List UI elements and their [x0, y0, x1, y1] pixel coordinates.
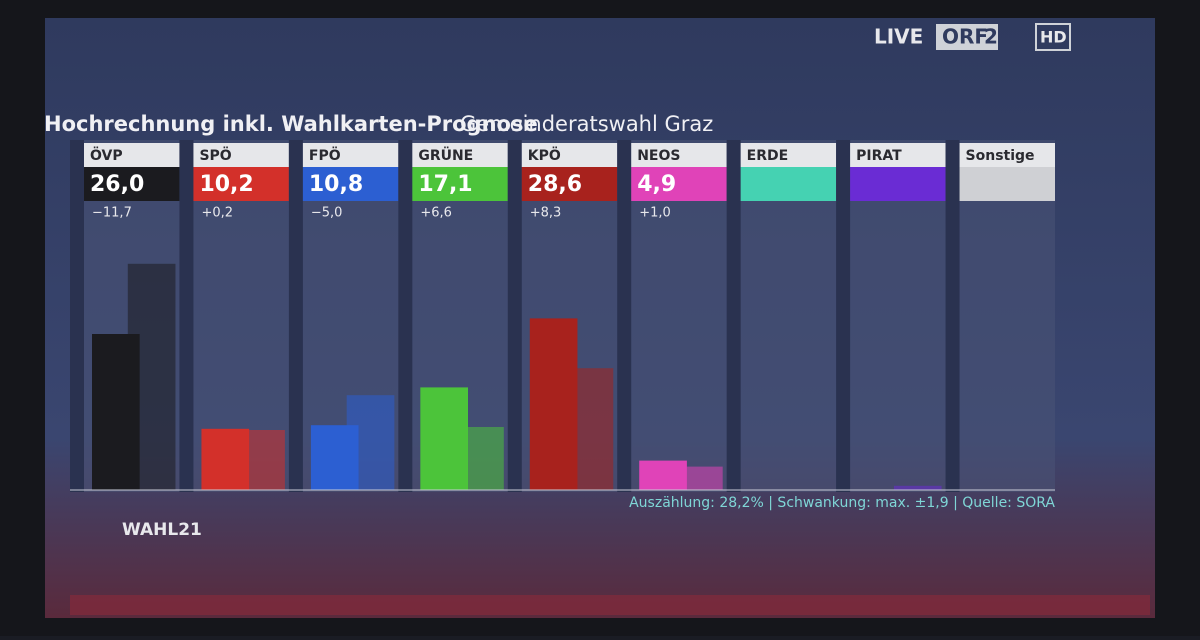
party-header	[193, 143, 289, 167]
value-box	[850, 167, 946, 201]
footnote: Auszählung: 28,2% | Schwankung: max. ±1,…	[629, 495, 1055, 511]
column-separator	[726, 140, 741, 492]
value-box	[959, 167, 1055, 201]
party-name: PIRAT	[856, 148, 902, 164]
party-header	[631, 143, 727, 167]
value-label: 17,1	[418, 172, 472, 197]
column-separator	[617, 140, 632, 492]
change-label: +0,2	[201, 206, 233, 221]
value-box	[521, 167, 618, 201]
party-name: GRÜNE	[418, 146, 473, 164]
party-name: KPÖ	[528, 146, 561, 164]
party-header	[302, 143, 399, 167]
value-box	[412, 167, 508, 201]
value-label: 4,9	[637, 172, 676, 197]
value-box	[302, 167, 399, 201]
hd-label: HD	[1040, 28, 1067, 47]
column-separator	[945, 140, 960, 492]
chart-title: Hochrechnung inkl. Wahlkarten-Prognose	[44, 112, 538, 136]
value-label: 10,8	[309, 172, 363, 197]
channel-number: 2	[984, 25, 998, 49]
bar	[92, 334, 140, 490]
change-label: −5,0	[311, 206, 343, 221]
bar	[893, 485, 942, 490]
value-box	[740, 167, 837, 201]
value-label: 26,0	[90, 172, 144, 197]
party-header	[84, 143, 180, 167]
bottom-band	[70, 595, 1150, 615]
value-label: 28,6	[528, 172, 582, 197]
program-logo: WAHL21	[122, 520, 202, 540]
value-box	[84, 167, 180, 201]
bar	[529, 318, 578, 490]
channel-label: ORF	[942, 25, 988, 49]
live-label: LIVE	[874, 25, 923, 49]
bar	[420, 387, 468, 490]
bar	[639, 460, 687, 490]
party-header	[850, 143, 946, 167]
party-name: Sonstige	[966, 148, 1035, 164]
column-separator	[398, 140, 413, 492]
column-separator	[288, 140, 303, 492]
chart-subtitle: Gemeinderatswahl Graz	[460, 112, 713, 136]
party-name: FPÖ	[309, 146, 341, 164]
change-label: +6,6	[420, 206, 452, 221]
party-name: ERDE	[747, 148, 789, 164]
party-name: NEOS	[637, 148, 680, 164]
column-separator	[836, 140, 851, 492]
change-label: +8,3	[530, 206, 562, 221]
column-separator	[70, 140, 84, 492]
party-header	[521, 143, 618, 167]
value-box	[193, 167, 289, 201]
party-header	[959, 143, 1055, 167]
column-separator	[507, 140, 522, 492]
bar	[310, 425, 359, 490]
party-header	[412, 143, 508, 167]
orf-box	[936, 24, 998, 50]
change-label: −11,7	[92, 206, 132, 221]
change-label: +1,0	[639, 206, 671, 221]
column-separator	[179, 140, 194, 492]
party-header	[740, 143, 837, 167]
value-box	[631, 167, 727, 201]
party-name: ÖVP	[90, 146, 123, 164]
bar	[675, 466, 723, 490]
value-label: 10,2	[199, 172, 253, 197]
party-name: SPÖ	[199, 146, 231, 164]
bar	[201, 428, 250, 490]
hd-box	[1035, 23, 1071, 51]
